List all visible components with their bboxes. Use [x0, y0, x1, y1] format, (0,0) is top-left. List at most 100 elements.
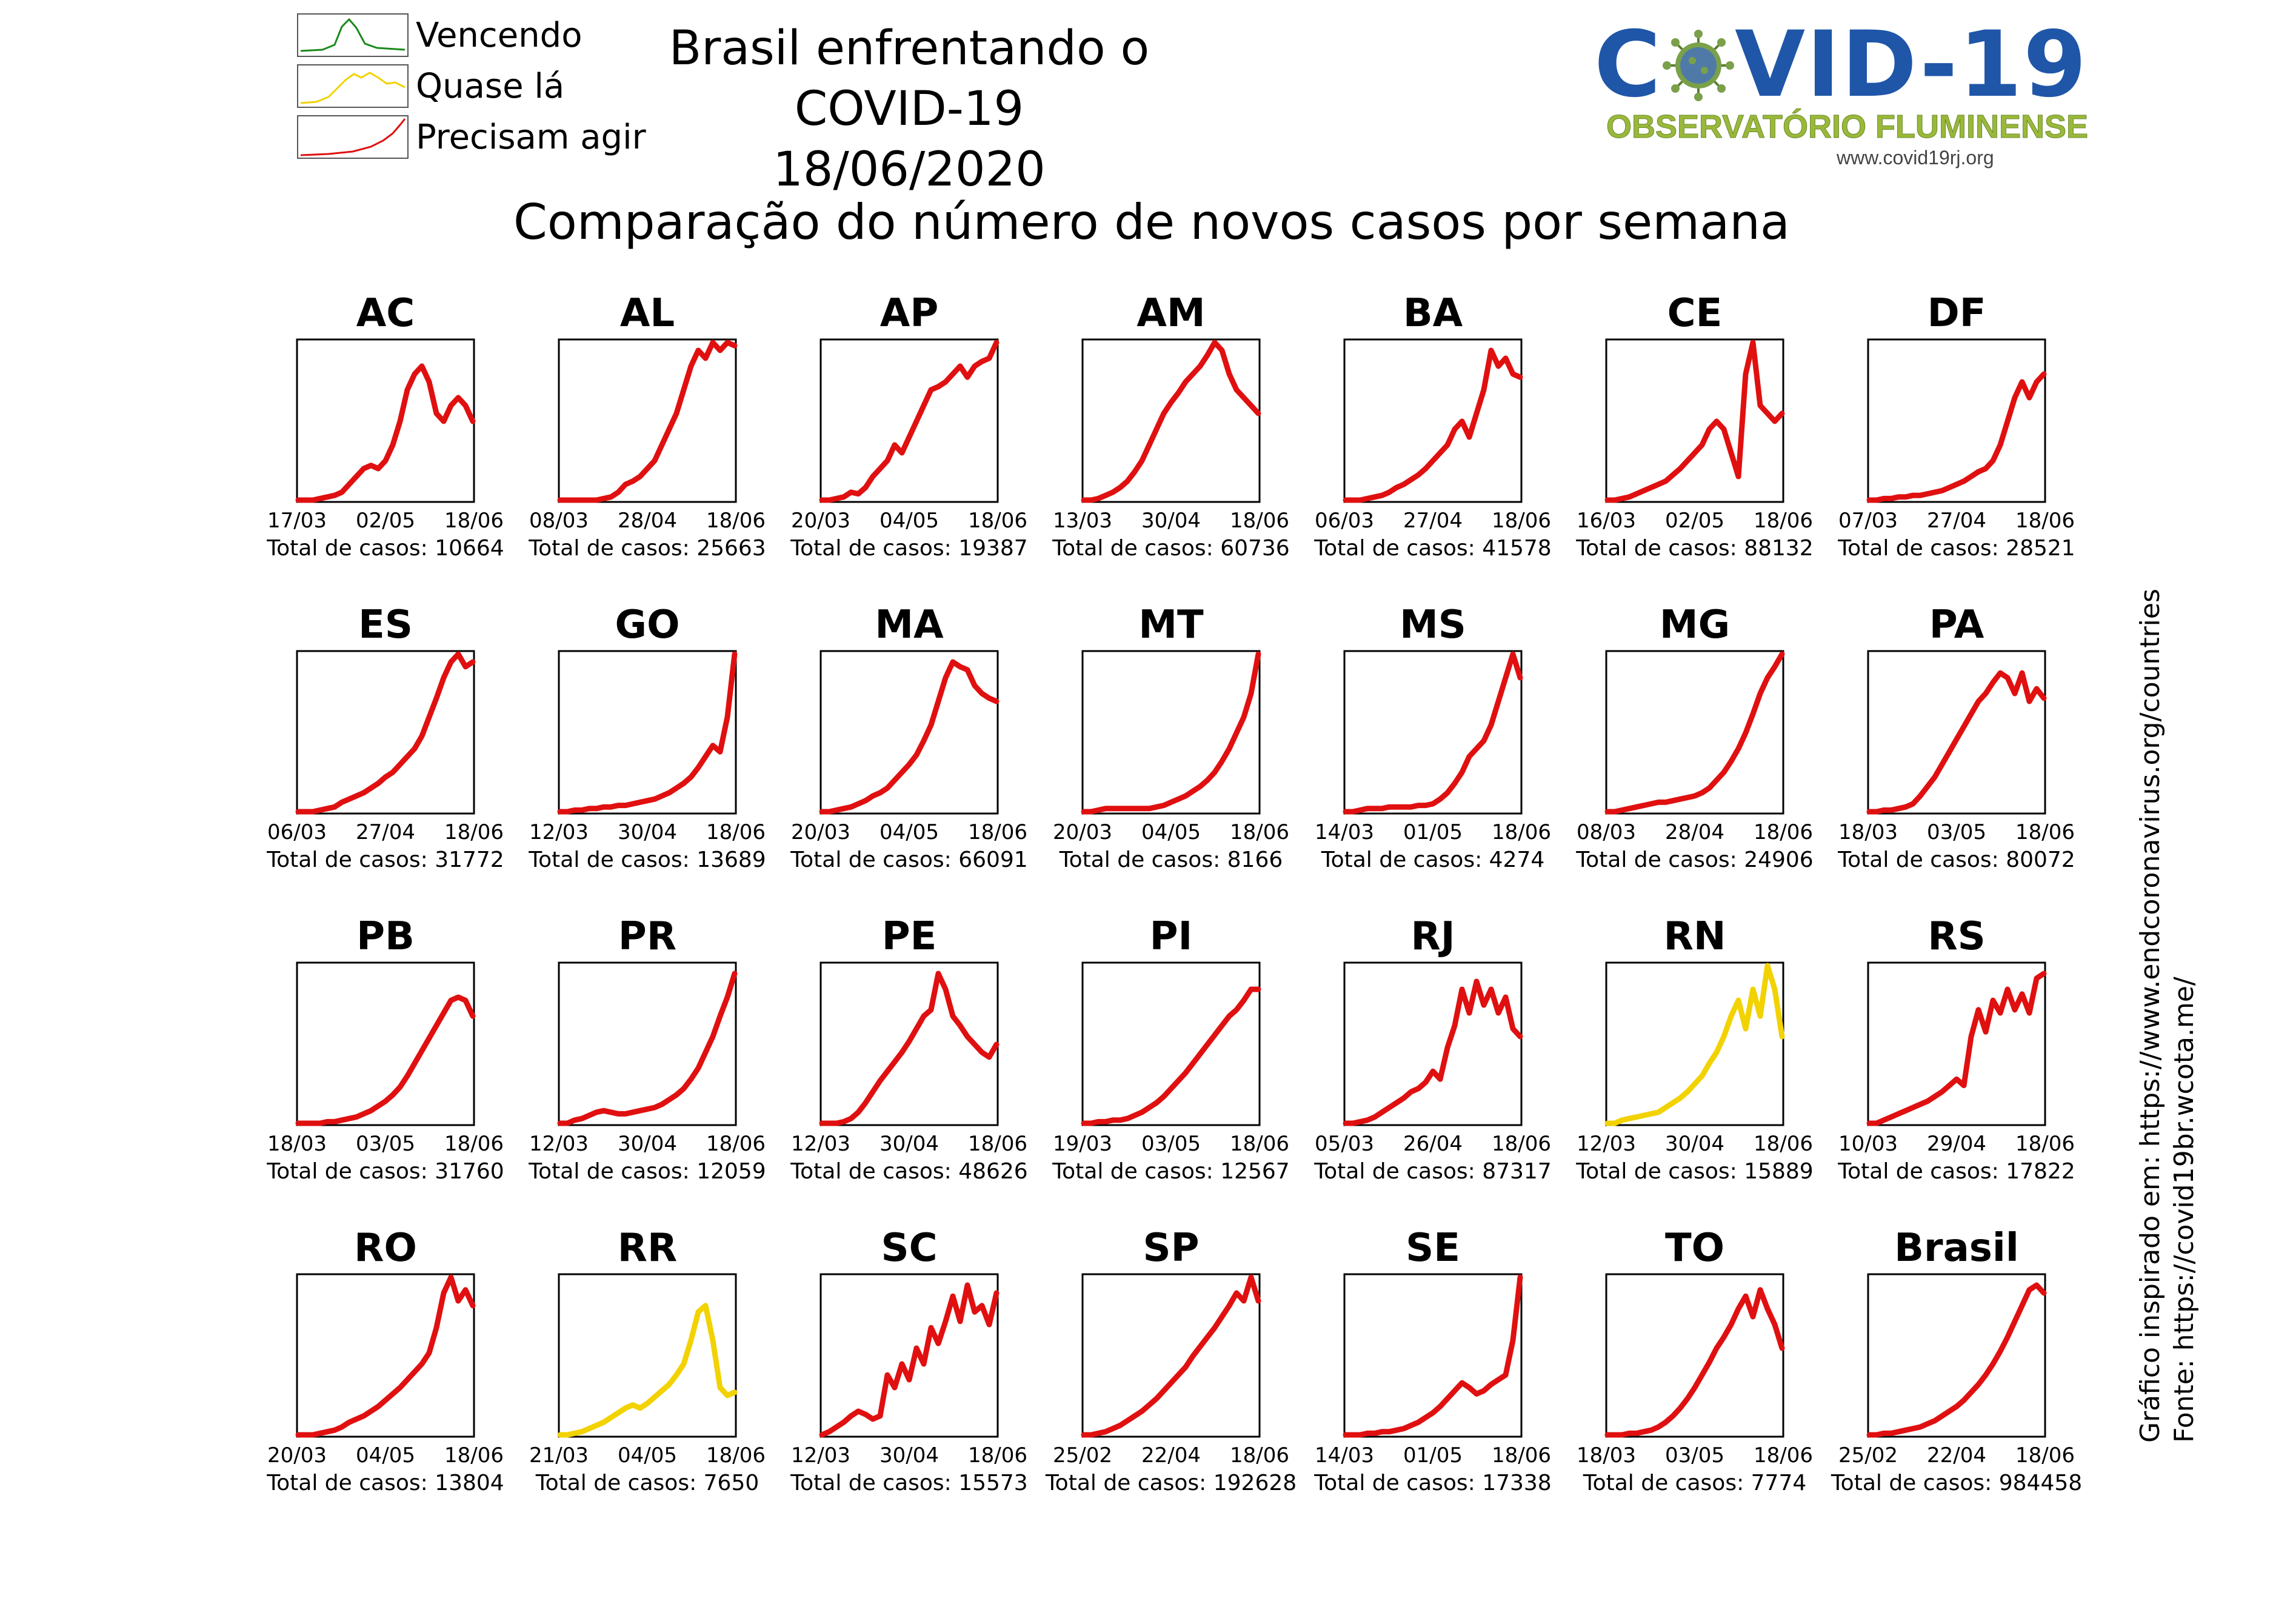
x-tick-label: 18/03	[267, 1132, 327, 1156]
series-line	[1343, 651, 1523, 815]
x-tick-label: 04/05	[356, 1443, 415, 1468]
state-panel: AL 08/03 28/04 18/06 Total de casos: 25663	[528, 291, 766, 561]
x-tick-label: 22/04	[1927, 1443, 1986, 1468]
x-tick-label: 03/05	[356, 1132, 415, 1156]
panel-title: PR	[618, 914, 676, 959]
rising-curve-icon	[297, 115, 409, 159]
panel-frame	[1343, 650, 1523, 815]
series-line	[1081, 651, 1261, 815]
x-tick-label: 12/03	[529, 820, 589, 844]
series-line	[819, 659, 1000, 815]
total-cases-label: Total de casos: 41578	[1313, 536, 1551, 561]
x-tick-label: 05/03	[1315, 1132, 1374, 1156]
total-cases-label: Total de casos: 31760	[266, 1159, 504, 1184]
panel-title: AC	[356, 291, 415, 336]
panel-frame	[558, 650, 737, 815]
panel-title: SE	[1406, 1226, 1460, 1271]
state-panel: MT 20/03 04/05 18/06 Total de casos: 8166	[1053, 603, 1289, 872]
series-line	[295, 1274, 476, 1438]
panel-title: MG	[1660, 603, 1730, 647]
panel-title: CE	[1667, 291, 1723, 336]
logo-org-name: OBSERVATÓRIO FLUMINENSE	[1606, 109, 2089, 145]
series-line	[1343, 978, 1523, 1126]
x-tick-label: 18/06	[1754, 1132, 1813, 1156]
x-tick-label: 20/03	[267, 1443, 327, 1468]
x-tick-label: 06/03	[267, 820, 327, 844]
x-tick-label: 02/05	[1665, 509, 1724, 533]
logo-text-vid19: VID-19	[1735, 12, 2088, 118]
x-tick-label: 12/03	[529, 1132, 589, 1156]
x-tick-label: 12/03	[1577, 1132, 1636, 1156]
x-tick-label: 14/03	[1315, 1443, 1374, 1468]
panel-frame	[1605, 650, 1784, 815]
x-tick-label: 18/06	[444, 820, 504, 844]
x-tick-label: 30/04	[618, 1132, 677, 1156]
state-panel: CE 16/03 02/05 18/06 Total de casos: 88132	[1575, 291, 1813, 561]
x-tick-label: 30/04	[618, 820, 677, 844]
state-panel: TO 18/03 03/05 18/06 Total de casos: 7774	[1577, 1226, 1813, 1495]
total-cases-label: Total de casos: 4274	[1321, 847, 1545, 872]
panel-frame	[1867, 338, 2046, 503]
x-tick-label: 20/03	[791, 820, 850, 844]
panel-frame	[819, 1273, 999, 1438]
x-tick-label: 18/06	[1754, 820, 1813, 844]
x-tick-label: 18/06	[1230, 509, 1289, 533]
x-tick-label: 18/06	[1492, 1132, 1551, 1156]
x-tick-label: 29/04	[1927, 1132, 1986, 1156]
panel-title: MS	[1400, 603, 1466, 647]
total-cases-label: Total de casos: 48626	[790, 1159, 1027, 1184]
legend-item-precisam-agir: Precisam agir	[297, 113, 661, 161]
x-tick-label: 18/06	[1230, 820, 1289, 844]
x-tick-label: 18/06	[444, 1443, 504, 1468]
virus-icon	[1662, 18, 1735, 101]
peak-curve-icon	[297, 13, 409, 57]
panel-title: SP	[1143, 1226, 1200, 1271]
panel-title: PI	[1150, 914, 1193, 959]
x-tick-label: 18/06	[968, 509, 1027, 533]
series-line	[557, 1303, 738, 1438]
x-tick-label: 04/05	[1141, 820, 1201, 844]
state-panel: RN 12/03 30/04 18/06 Total de casos: 15889	[1575, 914, 1813, 1184]
panel-title: RO	[354, 1226, 417, 1271]
state-panel: RJ 05/03 26/04 18/06 Total de casos: 87317	[1313, 914, 1551, 1184]
x-tick-label: 08/03	[1577, 820, 1636, 844]
total-cases-label: Total de casos: 25663	[528, 536, 766, 561]
total-cases-label: Total de casos: 60736	[1052, 536, 1289, 561]
state-panel: Brasil 25/02 22/04 18/06 Total de casos: 984…	[1831, 1226, 2082, 1495]
series-line	[819, 971, 1000, 1126]
x-tick-label: 30/04	[1665, 1132, 1724, 1156]
panel-frame	[1343, 961, 1523, 1126]
logo-text-c: C	[1594, 12, 1663, 118]
state-panel: RO 20/03 04/05 18/06 Total de casos: 13804	[266, 1226, 504, 1495]
total-cases-label: Total de casos: 87317	[1313, 1159, 1551, 1184]
x-tick-label: 18/06	[1492, 509, 1551, 533]
state-panel: SE 14/03 01/05 18/06 Total de casos: 17338	[1313, 1226, 1551, 1495]
state-panel: RR 21/03 04/05 18/06 Total de casos: 7650	[529, 1226, 766, 1495]
x-tick-label: 18/06	[2015, 509, 2075, 533]
total-cases-label: Total de casos: 12059	[528, 1159, 766, 1184]
panel-frame	[1867, 961, 2046, 1126]
panel-title: MT	[1138, 603, 1204, 647]
state-panel: AP 20/03 04/05 18/06 Total de casos: 19387	[790, 291, 1027, 561]
total-cases-label: Total de casos: 10664	[266, 536, 504, 561]
title-date: 18/06/2020	[773, 142, 1046, 197]
x-tick-label: 18/06	[968, 820, 1027, 844]
series-line	[295, 363, 476, 503]
total-cases-label: Total de casos: 7774	[1583, 1471, 1807, 1495]
legend-label: Precisam agir	[416, 118, 646, 157]
total-cases-label: Total de casos: 7650	[535, 1471, 759, 1495]
panel-title: PE	[882, 914, 937, 959]
total-cases-label: Total de casos: 80072	[1837, 847, 2075, 872]
x-tick-label: 18/06	[968, 1132, 1027, 1156]
panel-frame	[1081, 338, 1261, 503]
panel-frame	[1605, 961, 1784, 1126]
state-panel: MA 20/03 04/05 18/06 Total de casos: 66091	[790, 603, 1027, 872]
x-tick-label: 22/04	[1141, 1443, 1201, 1468]
x-tick-label: 20/03	[1053, 820, 1112, 844]
x-tick-label: 18/06	[706, 1132, 766, 1156]
panel-title: MA	[875, 603, 944, 647]
state-panel: SC 12/03 30/04 18/06 Total de casos: 15573	[790, 1226, 1027, 1495]
x-tick-label: 02/05	[356, 509, 415, 533]
x-tick-label: 12/03	[791, 1132, 850, 1156]
x-tick-label: 25/02	[1838, 1443, 1898, 1468]
